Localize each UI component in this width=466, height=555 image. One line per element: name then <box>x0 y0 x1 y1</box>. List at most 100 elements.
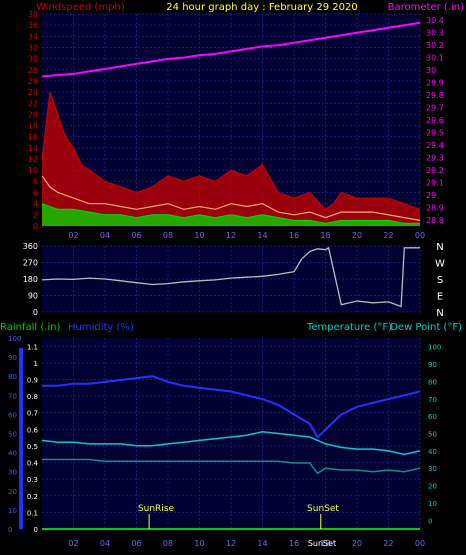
compass-tick: N <box>436 308 443 319</box>
rainfall-tick: 0.8 <box>27 393 38 401</box>
barometer-tick: 29.5 <box>426 128 444 137</box>
rainfall-tick: 0.4 <box>27 460 39 468</box>
wind-tick: 28 <box>28 66 38 75</box>
rainfall-tick: 0.9 <box>27 377 38 385</box>
compass-tick: S <box>437 275 443 286</box>
wind-hour-tick: 22 <box>383 231 393 240</box>
humidity-axis-bar <box>19 348 23 529</box>
barometer-tick: 28.9 <box>426 203 444 212</box>
barometer-tick: 29.1 <box>426 178 444 187</box>
rainfall-tick: 0 <box>34 526 38 534</box>
wind-tick: 18 <box>28 122 38 131</box>
direction-series <box>41 246 420 308</box>
rainfall-axis-label: Rainfall (.in) <box>0 322 61 333</box>
temperature-tick: 40 <box>428 448 437 456</box>
wind-tick: 14 <box>28 144 38 153</box>
barometer-tick: 29.9 <box>426 79 444 88</box>
wind-tick: 32 <box>28 43 38 52</box>
sunset-bottom-label: SunSet <box>308 539 336 548</box>
temperature-axis-label: Temperature (°F) <box>306 322 392 333</box>
wind-tick: 8 <box>33 177 38 186</box>
sunrise-label: SunRise <box>138 504 175 514</box>
humidity-hour-tick: 22 <box>383 539 393 548</box>
chart-title: 24 hour graph day : February 29 2020 <box>166 2 357 13</box>
temperature-series <box>41 431 421 456</box>
direction-tick: 90 <box>28 292 38 301</box>
wind-gust-series <box>41 91 421 210</box>
wind-hour-tick: 14 <box>257 231 267 240</box>
barometer-tick: 30 <box>426 66 436 75</box>
barometer-tick: 30.4 <box>426 16 444 25</box>
humidity-series <box>42 375 421 439</box>
humidity-tick: 10 <box>8 507 17 515</box>
wind-hour-tick: 08 <box>163 231 173 240</box>
humidity-tick: 40 <box>8 450 17 458</box>
humidity-panel <box>42 338 420 529</box>
humidity-tick: 30 <box>8 469 17 477</box>
humidity-tick: 80 <box>8 373 17 381</box>
rainfall-tick: 0.5 <box>27 443 38 451</box>
humidity-hour-tick: 04 <box>100 539 110 548</box>
wind-hour-tick: 16 <box>289 231 299 240</box>
direction-tick: 360 <box>23 242 38 251</box>
temperature-tick: 10 <box>428 500 437 508</box>
rainfall-tick: 0.6 <box>27 426 39 434</box>
temperature-tick: 50 <box>428 431 437 439</box>
temperature-tick: 20 <box>428 483 437 491</box>
wind-tick: 0 <box>33 222 38 231</box>
rainfall-tick: 0.7 <box>27 410 38 418</box>
wind-hour-tick: 20 <box>352 231 362 240</box>
wind-hour-tick: 10 <box>194 231 204 240</box>
temperature-tick: 90 <box>428 361 437 369</box>
wind-tick: 24 <box>28 88 38 97</box>
temperature-tick: 100 <box>428 344 441 352</box>
humidity-tick: 70 <box>8 392 17 400</box>
wind-tick: 38 <box>28 10 38 19</box>
rainfall-tick: 0.2 <box>27 493 38 501</box>
barometer-tick: 29.6 <box>426 116 444 125</box>
barometer-tick: 30.2 <box>426 41 444 50</box>
humidity-hour-tick: 10 <box>194 539 204 548</box>
wind-tick: 22 <box>28 99 38 108</box>
direction-tick: 270 <box>23 259 38 268</box>
dewpoint-series <box>42 458 421 475</box>
compass-tick: E <box>437 292 443 303</box>
wind-tick: 10 <box>28 166 38 175</box>
barometer-tick: 29.8 <box>426 91 444 100</box>
humidity-hour-tick: 08 <box>163 539 173 548</box>
barometer-tick: 29.2 <box>426 166 444 175</box>
barometer-tick: 29 <box>426 191 436 200</box>
temperature-tick: 30 <box>428 465 437 473</box>
wind-tick: 12 <box>28 155 38 164</box>
wind-tick: 6 <box>33 189 38 198</box>
barometer-tick: 28.8 <box>426 216 444 225</box>
wind-tick: 4 <box>33 200 38 209</box>
humidity-tick: 100 <box>8 335 21 343</box>
wind-hour-tick: 02 <box>68 231 78 240</box>
temperature-tick: 80 <box>428 378 437 386</box>
barometer-tick: 30.3 <box>426 29 444 38</box>
humidity-hour-tick: 20 <box>352 539 362 548</box>
wind-tick: 36 <box>28 21 38 30</box>
dewpoint-axis-label: Dew Point (°F) <box>390 322 462 333</box>
wind-hour-tick: 06 <box>131 231 141 240</box>
wind-tick: 34 <box>28 32 38 41</box>
barometer-series <box>41 21 421 78</box>
wind-hour-tick: 00 <box>415 231 425 240</box>
wind-tick: 30 <box>28 55 38 64</box>
compass-tick: N <box>436 242 443 253</box>
humidity-hour-tick: 18 <box>320 539 330 548</box>
wind-axis-label: Windspeed (mph) <box>36 2 125 13</box>
barometer-tick: 29.7 <box>426 104 444 113</box>
humidity-hour-tick: 06 <box>131 539 141 548</box>
humidity-tick: 50 <box>8 431 17 439</box>
wind-hour-tick: 04 <box>100 231 110 240</box>
barometer-axis-label: Barometer (.in) <box>388 2 464 13</box>
wind-avg-series <box>41 203 420 224</box>
wind-tick: 2 <box>33 211 38 220</box>
barometer-tick: 30.1 <box>426 54 444 63</box>
compass-tick: W <box>435 259 445 270</box>
humidity-tick: 0 <box>8 526 12 534</box>
humidity-tick: 20 <box>8 488 17 496</box>
